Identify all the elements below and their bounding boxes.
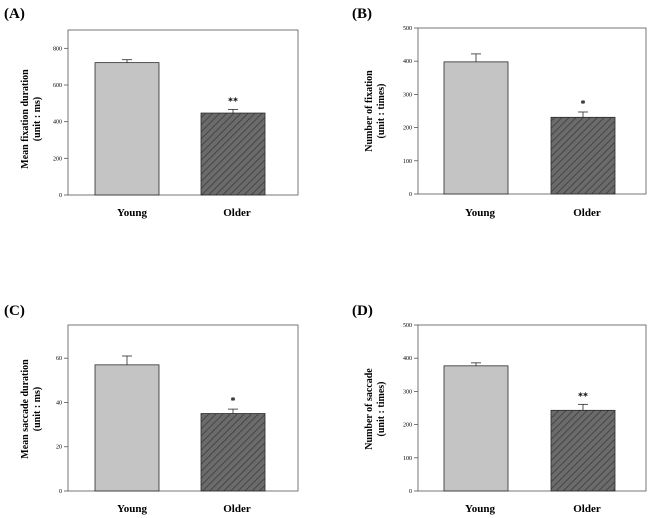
bar-young — [443, 365, 509, 492]
significance-marker: ** — [578, 391, 588, 402]
plot-area: 0 100 200 300 400 500 ** — [403, 323, 647, 495]
y-tick-label: 0 — [59, 489, 62, 495]
plot-frame — [67, 29, 299, 196]
significance-marker: ** — [228, 96, 238, 107]
bar-young — [443, 61, 509, 195]
plot-frame — [417, 324, 647, 492]
y-axis-label-unit: (unit : ms) — [32, 97, 43, 141]
y-tick-label: 60 — [56, 356, 62, 362]
y-tick-label: 300 — [403, 389, 412, 395]
y-tick-label: 0 — [59, 193, 62, 199]
y-tick-label: 400 — [53, 120, 62, 126]
plot-frame — [417, 27, 647, 195]
y-axis-label-unit: (unit : times) — [376, 84, 387, 139]
panel-c: (C) Mean saccade duration (unit : ms) 0 2… — [4, 303, 299, 515]
panel-a: (A) Mean fixation duration (unit : ms) 0… — [4, 6, 299, 219]
x-tick-label-older: Older — [573, 503, 601, 515]
significance-marker: * — [581, 99, 586, 110]
plot-frame — [67, 324, 299, 492]
y-axis-label: Number of fixation — [364, 70, 375, 152]
plot-area: 0 200 400 600 800 ** — [53, 29, 299, 199]
x-tick-label-older: Older — [223, 503, 251, 515]
x-tick-label-older: Older — [223, 207, 251, 219]
y-tick-label: 500 — [403, 26, 412, 32]
y-tick-label: 400 — [403, 59, 412, 65]
y-tick-label: 800 — [53, 46, 62, 52]
panel-label: (A) — [4, 6, 25, 22]
y-tick-label: 40 — [56, 400, 62, 406]
y-tick-label: 0 — [409, 489, 412, 495]
x-tick-label-older: Older — [573, 207, 601, 219]
y-tick-label: 400 — [403, 356, 412, 362]
bar-young — [94, 62, 160, 196]
y-tick-label: 600 — [53, 83, 62, 89]
y-axis-label: Mean fixation duration — [20, 69, 31, 169]
plot-area: 0 20 40 60 * — [56, 324, 299, 495]
y-tick-label: 100 — [403, 456, 412, 462]
y-tick-label: 100 — [403, 159, 412, 165]
bar-older — [550, 409, 616, 492]
x-tick-label-young: Young — [465, 503, 495, 515]
panel-label: (C) — [4, 303, 25, 319]
bar-older — [200, 413, 266, 492]
y-tick-label: 20 — [56, 445, 62, 451]
panel-b: (B) Number of fixation (unit : times) 0 1… — [352, 6, 647, 219]
y-axis-label-unit: (unit : ms) — [32, 387, 43, 431]
y-tick-label: 200 — [403, 126, 412, 132]
plot-area: 0 100 200 300 400 500 * — [403, 26, 647, 198]
x-tick-label-young: Young — [117, 503, 147, 515]
panel-label: (B) — [352, 6, 372, 22]
panel-label: (D) — [352, 303, 373, 319]
y-tick-label: 500 — [403, 323, 412, 329]
y-tick-label: 300 — [403, 92, 412, 98]
bar-young — [94, 364, 160, 492]
x-tick-label-young: Young — [465, 207, 495, 219]
bar-older — [550, 116, 616, 195]
bar-older — [200, 112, 266, 196]
y-tick-label: 200 — [403, 423, 412, 429]
x-tick-label-young: Young — [117, 207, 147, 219]
significance-marker: * — [231, 396, 236, 407]
y-axis-label: Mean saccade duration — [20, 359, 31, 459]
y-axis-label: Number of saccade — [364, 368, 375, 450]
y-tick-label: 200 — [53, 156, 62, 162]
y-tick-label: 0 — [409, 192, 412, 198]
y-axis-label-unit: (unit : times) — [376, 382, 387, 437]
panel-d: (D) Number of saccade (unit : times) 0 10… — [352, 303, 647, 515]
